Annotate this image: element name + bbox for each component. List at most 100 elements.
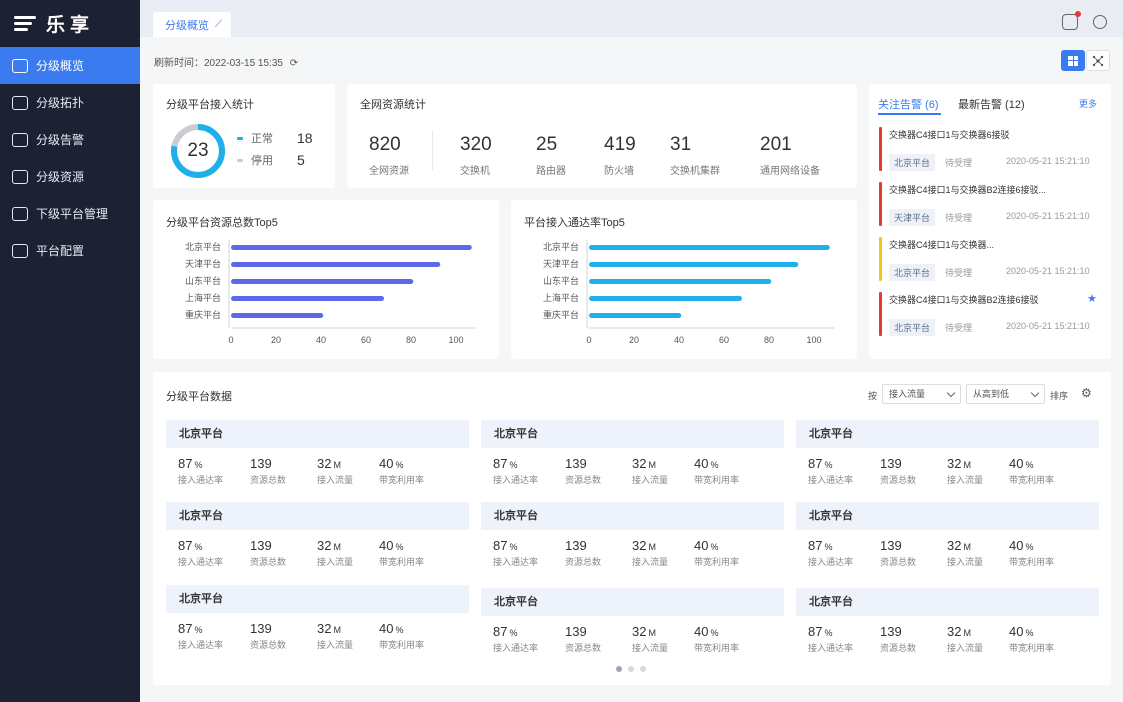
sidebar-item-topology[interactable]: 分级拓扑 xyxy=(0,84,140,121)
sidebar-item-resource[interactable]: 分级资源 xyxy=(0,158,140,195)
y-tick-label: 上海平台 xyxy=(543,292,579,303)
stopped-value: 5 xyxy=(297,152,305,168)
metric-unit: % xyxy=(824,542,833,552)
metric-resource-total: 139 资源总数 xyxy=(565,538,601,568)
sort-field-select[interactable]: 接入流量 xyxy=(882,384,961,404)
network-stat-value: 419 xyxy=(604,134,636,155)
metric-value: 32 xyxy=(317,456,332,471)
bar[interactable] xyxy=(231,313,324,318)
metric-access-flow: 32 M 接入流量 xyxy=(947,538,983,568)
pager-dot[interactable] xyxy=(640,666,646,672)
bar[interactable] xyxy=(231,245,472,250)
metric-resource-total: 139 资源总数 xyxy=(250,538,286,568)
topology-view-button[interactable] xyxy=(1086,50,1110,71)
alarm-status: 待受理 xyxy=(945,158,973,168)
metric-resource-total: 139 资源总数 xyxy=(880,456,916,486)
tab-overview[interactable]: 分级概览 ⟋ xyxy=(153,12,231,37)
alarm-status: 待受理 xyxy=(945,213,973,223)
metric-access-rate: 87% 接入通达率 xyxy=(178,456,223,486)
metric-unit: M xyxy=(333,625,341,635)
platform-card[interactable]: 北京平台 87% 接入通达率 139 资源总数 32 M 接入流量 40% 带宽利用率 xyxy=(796,588,1099,660)
metric-label: 资源总数 xyxy=(565,643,602,653)
bar[interactable] xyxy=(589,245,830,250)
normal-stat: 正常 18 xyxy=(237,130,313,146)
bar[interactable] xyxy=(589,262,799,267)
platform-name: 北京平台 xyxy=(481,588,784,616)
platform-card[interactable]: 北京平台 87% 接入通达率 139 资源总数 32 M 接入流量 40% 带宽利用率 xyxy=(166,502,469,574)
metric-resource-total: 139 资源总数 xyxy=(565,624,601,654)
metric-label: 接入通达率 xyxy=(808,475,854,485)
x-tick-label: 40 xyxy=(316,335,326,345)
metric-value: 87 xyxy=(808,624,823,639)
metric-resource-total: 139 资源总数 xyxy=(880,538,916,568)
alarm-title: 交换器C4接口1与交换器B2连接6接驳 xyxy=(889,295,1039,305)
sidebar-item-overview[interactable]: 分级概览 xyxy=(0,47,140,84)
platform-card[interactable]: 北京平台 87% 接入通达率 139 资源总数 32 M 接入流量 40% 带宽利用率 xyxy=(481,420,784,492)
sidebar-item-platform-manage[interactable]: 下级平台管理 xyxy=(0,195,140,232)
metric-unit: % xyxy=(710,460,719,470)
platform-data-card: 分级平台数据 按 接入流量 从高到低 排序 ⚙ 北京平台 87% 接入通达率 139 资… xyxy=(153,372,1111,685)
metric-bandwidth-usage: 40% 带宽利用率 xyxy=(379,538,424,568)
metric-label: 带宽利用率 xyxy=(694,643,740,653)
metric-resource-total: 139 资源总数 xyxy=(250,456,286,486)
metric-label: 资源总数 xyxy=(250,475,287,485)
pager-dot[interactable] xyxy=(616,666,622,672)
alarm-platform-tag: 北京平台 xyxy=(889,154,936,171)
x-tick-label: 80 xyxy=(764,335,774,345)
metric-label: 资源总数 xyxy=(880,557,917,567)
app-logo[interactable]: 乐享 xyxy=(0,0,140,46)
message-icon[interactable] xyxy=(1062,11,1081,30)
metric-access-rate: 87% 接入通达率 xyxy=(493,456,538,486)
bar[interactable] xyxy=(589,296,742,301)
tab-latest-alarms[interactable]: 最新告警 (12) xyxy=(958,99,1025,111)
platform-name: 北京平台 xyxy=(481,420,784,448)
grid-icon xyxy=(1068,55,1078,66)
metric-access-rate: 87% 接入通达率 xyxy=(808,624,853,654)
sort-order-value: 从高到低 xyxy=(973,389,1010,399)
access-stats-card: 分级平台接入统计 23 正常 18 停用 5 xyxy=(153,84,335,188)
platform-card[interactable]: 北京平台 87% 接入通达率 139 资源总数 32 M 接入流量 40% 带宽利用率 xyxy=(166,420,469,492)
tab-follow-alarms[interactable]: 关注告警 (6) xyxy=(878,99,939,111)
tab-close-icon[interactable]: ⟋ xyxy=(215,19,222,30)
star-icon[interactable]: ★ xyxy=(1087,293,1097,305)
bar[interactable] xyxy=(231,262,441,267)
sidebar-item-config[interactable]: 平台配置 xyxy=(0,232,140,269)
metric-label: 资源总数 xyxy=(880,643,917,653)
metric-label: 接入流量 xyxy=(947,643,984,653)
alarm-item[interactable]: 交换器C4接口1与交换器... 北京平台 待受理 2020-05-21 15:21:1… xyxy=(879,237,1099,281)
metric-unit: % xyxy=(395,625,404,635)
bar[interactable] xyxy=(231,279,414,284)
metric-unit: M xyxy=(963,460,971,470)
platform-card[interactable]: 北京平台 87% 接入通达率 139 资源总数 32 M 接入流量 40% 带宽利用率 xyxy=(166,585,469,657)
metric-unit: M xyxy=(963,542,971,552)
sort-order-select[interactable]: 从高到低 xyxy=(966,384,1045,404)
bar[interactable] xyxy=(231,296,384,301)
platform-card[interactable]: 北京平台 87% 接入通达率 139 资源总数 32 M 接入流量 40% 带宽利用率 xyxy=(481,588,784,660)
pager-dot[interactable] xyxy=(628,666,634,672)
platform-card[interactable]: 北京平台 87% 接入通达率 139 资源总数 32 M 接入流量 40% 带宽利用率 xyxy=(796,502,1099,574)
settings-gear-icon[interactable]: ⚙ xyxy=(1081,386,1092,400)
refresh-icon[interactable]: ⟳ xyxy=(289,58,299,69)
metric-unit: % xyxy=(509,628,518,638)
more-link[interactable]: 更多 xyxy=(1079,99,1098,109)
metric-label: 接入通达率 xyxy=(808,643,854,653)
bar[interactable] xyxy=(589,279,772,284)
metric-unit: % xyxy=(824,628,833,638)
alarm-item[interactable]: 交换器C4接口1与交换器6接驳 北京平台 待受理 2020-05-21 15:21:1… xyxy=(879,127,1099,171)
alarm-time: 2020-05-21 15:21:10 xyxy=(1006,321,1090,331)
platform-card[interactable]: 北京平台 87% 接入通达率 139 资源总数 32 M 接入流量 40% 带宽利用率 xyxy=(481,502,784,574)
metric-bandwidth-usage: 40% 带宽利用率 xyxy=(694,624,739,654)
alarm-item[interactable]: 交换器C4接口1与交换器B2连接6接驳... 天津平台 待受理 2020-05-21 … xyxy=(879,182,1099,226)
metric-value: 40 xyxy=(1009,624,1024,639)
metric-value: 32 xyxy=(317,621,332,636)
sort-by-label: 按 xyxy=(868,391,878,401)
metric-access-flow: 32 M 接入流量 xyxy=(317,456,353,486)
sidebar-item-alarm[interactable]: 分级告警 xyxy=(0,121,140,158)
platform-card[interactable]: 北京平台 87% 接入通达率 139 资源总数 32 M 接入流量 40% 带宽利用率 xyxy=(796,420,1099,492)
bar[interactable] xyxy=(589,313,682,318)
alarm-item[interactable]: 交换器C4接口1与交换器B2连接6接驳 北京平台 待受理 2020-05-21 15:… xyxy=(879,292,1099,336)
grid-view-button[interactable] xyxy=(1061,50,1085,71)
network-stat-label: 路由器 xyxy=(536,166,566,177)
user-icon[interactable] xyxy=(1093,15,1107,29)
